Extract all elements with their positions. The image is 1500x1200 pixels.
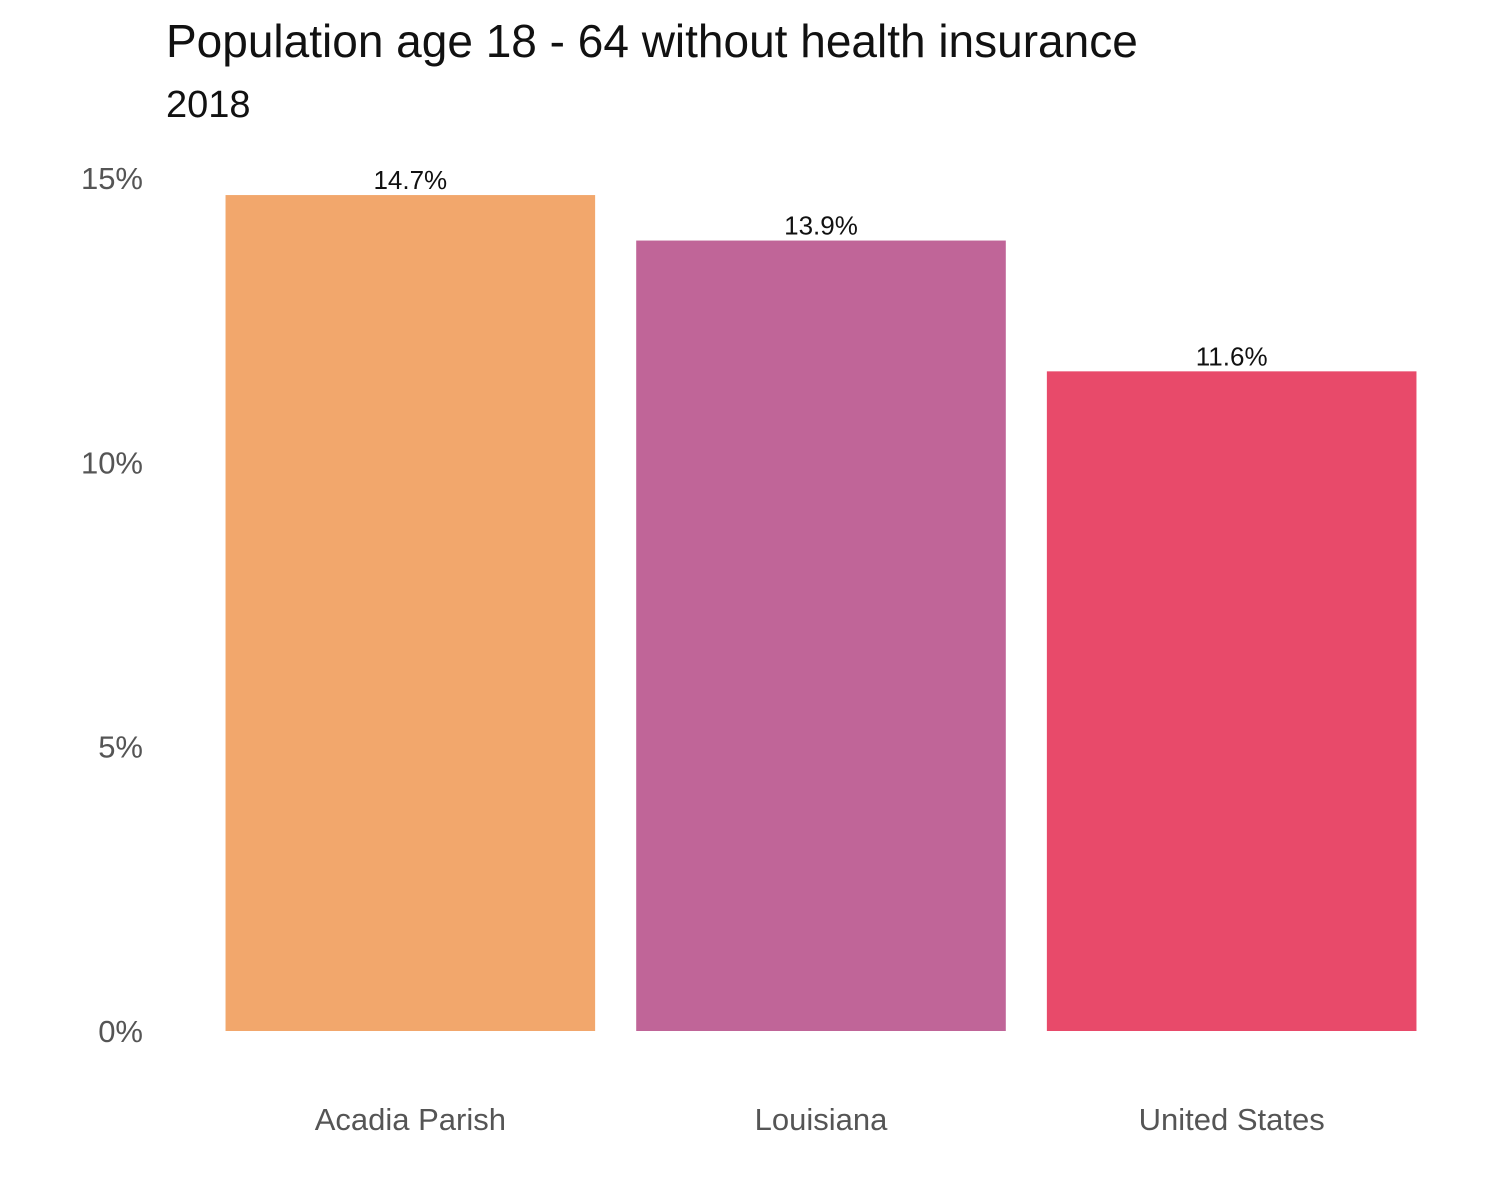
data-label: 13.9% [784, 211, 858, 241]
x-tick-label: Louisiana [755, 1102, 888, 1137]
y-tick-label: 15% [81, 161, 143, 196]
data-label: 14.7% [373, 165, 447, 195]
category-labels: Acadia Parish Louisiana United States [315, 1102, 1325, 1137]
data-label: 11.6% [1196, 341, 1268, 371]
y-tick-label: 10% [81, 445, 143, 480]
x-tick-label: Acadia Parish [315, 1102, 506, 1137]
x-tick-label: United States [1139, 1102, 1325, 1137]
y-tick-label: 5% [98, 730, 143, 765]
data-labels: 14.7% 13.9% 11.6% [373, 165, 1267, 371]
bar-louisiana [636, 240, 1006, 1031]
y-tick-label: 0% [98, 1014, 143, 1049]
y-axis-ticks: 0% 5% 10% 15% [81, 161, 143, 1049]
chart-title: Population age 18 - 64 without health in… [166, 15, 1138, 67]
bars [225, 195, 1417, 1031]
bar-acadia-parish [225, 195, 596, 1031]
chart-subtitle: 2018 [166, 84, 251, 126]
bar-united-states [1046, 371, 1417, 1031]
